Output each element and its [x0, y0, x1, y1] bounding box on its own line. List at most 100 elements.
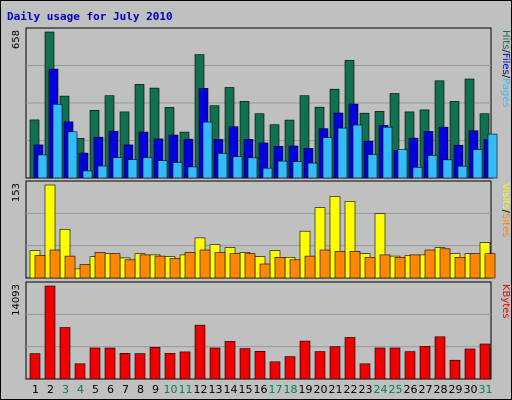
bar-pages-day-2 — [52, 104, 63, 179]
bar-kbytes-day-13 — [209, 347, 221, 380]
legend-entry: Sites — [500, 213, 511, 237]
x-tick-label-15: 15 — [239, 383, 253, 396]
bar-sites-day-29 — [454, 256, 466, 279]
bar-sites-day-7 — [124, 259, 136, 279]
bar-kbytes-day-22 — [344, 337, 356, 380]
bar-pages-day-6 — [112, 157, 123, 179]
panel-bottom: 14093 KBytes — [11, 281, 511, 380]
x-tick-label-31: 31 — [479, 383, 493, 396]
bar-kbytes-day-2 — [44, 285, 56, 380]
bar-kbytes-day-15 — [239, 348, 251, 380]
panel-bottom-legend: KBytes — [500, 284, 511, 319]
bar-sites-day-4 — [79, 264, 91, 279]
bar-sites-day-22 — [349, 251, 361, 279]
bar-sites-day-19 — [304, 255, 316, 279]
bar-pages-day-25 — [397, 149, 408, 179]
bar-sites-day-23 — [364, 256, 376, 279]
bar-sites-day-31 — [484, 253, 496, 279]
bar-pages-day-30 — [472, 149, 483, 179]
bar-pages-day-16 — [262, 167, 273, 179]
bar-pages-day-29 — [457, 165, 468, 179]
bar-kbytes-day-9 — [149, 346, 161, 380]
bar-kbytes-day-28 — [434, 336, 446, 380]
x-tick-label-1: 1 — [32, 383, 39, 396]
bar-pages-day-7 — [127, 159, 138, 179]
x-tick-label-27: 27 — [419, 383, 433, 396]
bar-kbytes-day-26 — [404, 351, 416, 380]
x-tick-label-13: 13 — [209, 383, 223, 396]
bar-kbytes-day-11 — [179, 351, 191, 380]
bar-kbytes-day-8 — [134, 353, 146, 380]
legend-entry: Files — [500, 53, 511, 75]
bar-pages-day-24 — [382, 126, 393, 179]
bar-sites-day-21 — [334, 251, 346, 279]
bar-pages-day-14 — [232, 156, 243, 179]
legend-entry: Hits — [500, 30, 511, 49]
x-tick-label-8: 8 — [137, 383, 144, 396]
x-tick-label-20: 20 — [314, 383, 328, 396]
bar-sites-day-10 — [169, 258, 181, 279]
bar-pages-day-10 — [172, 162, 183, 179]
bar-kbytes-day-31 — [479, 343, 491, 380]
bar-pages-day-28 — [442, 159, 453, 179]
panel-top-ymax-label: 658 — [11, 30, 22, 49]
bar-pages-day-19 — [307, 162, 318, 179]
bar-sites-day-18 — [289, 259, 301, 279]
bar-kbytes-day-24 — [374, 347, 386, 380]
panel-top: 658 Hits/Files/Pages — [11, 27, 511, 179]
bar-sites-day-3 — [64, 255, 76, 279]
bar-sites-day-2 — [49, 249, 61, 279]
bar-pages-day-9 — [157, 160, 168, 179]
bar-kbytes-day-5 — [89, 347, 101, 380]
bar-sites-day-24 — [379, 254, 391, 279]
bar-sites-day-12 — [199, 249, 211, 279]
bar-sites-day-8 — [139, 254, 151, 279]
bar-pages-day-31 — [487, 133, 498, 179]
bar-kbytes-day-27 — [419, 345, 431, 380]
bar-pages-day-12 — [202, 121, 213, 179]
panel-middle-legend: Visits/Sites — [500, 183, 511, 237]
bar-pages-day-26 — [412, 167, 423, 179]
bar-kbytes-day-1 — [29, 353, 41, 380]
bar-pages-day-15 — [247, 157, 258, 179]
bar-sites-day-1 — [34, 255, 46, 279]
panel-top-legend: Hits/Files/Pages — [500, 30, 511, 108]
x-tick-label-5: 5 — [92, 383, 99, 396]
bar-sites-day-26 — [409, 254, 421, 279]
bar-pages-day-22 — [352, 124, 363, 179]
bar-pages-day-8 — [142, 157, 153, 179]
bar-kbytes-day-10 — [164, 352, 176, 380]
bar-pages-day-27 — [427, 155, 438, 179]
bar-pages-day-11 — [187, 166, 198, 179]
x-tick-label-12: 12 — [194, 383, 208, 396]
bar-kbytes-day-21 — [329, 346, 341, 380]
x-tick-label-3: 3 — [62, 383, 69, 396]
legend-entry: / — [500, 210, 511, 214]
legend-entry: / — [500, 49, 511, 53]
bar-sites-day-16 — [259, 263, 271, 279]
bar-sites-day-13 — [214, 252, 226, 279]
x-tick-label-7: 7 — [122, 383, 129, 396]
x-tick-label-26: 26 — [404, 383, 418, 396]
x-tick-label-28: 28 — [434, 383, 448, 396]
legend-entry: Visits — [500, 183, 511, 210]
bar-sites-day-28 — [439, 248, 451, 279]
bar-sites-day-20 — [319, 249, 331, 279]
x-axis-labels: 1 2 3 4 5 6 7 8 9 10 11 12 13 14 15 16 17 18 19 20 21 22 23 24 2… — [32, 383, 493, 396]
x-tick-label-9: 9 — [152, 383, 159, 396]
chart-title: Daily usage for July 2010 — [7, 10, 173, 23]
legend-entry: KBytes — [500, 284, 511, 319]
bar-pages-day-18 — [292, 161, 303, 179]
bar-kbytes-day-17 — [269, 361, 281, 380]
x-tick-label-24: 24 — [374, 383, 388, 396]
x-tick-label-10: 10 — [164, 383, 178, 396]
bar-sites-day-17 — [274, 256, 286, 279]
bar-kbytes-day-7 — [119, 352, 131, 380]
bar-pages-day-13 — [217, 153, 228, 179]
bar-kbytes-day-6 — [104, 347, 116, 380]
bar-kbytes-day-30 — [464, 348, 476, 380]
bar-kbytes-day-4 — [74, 363, 86, 380]
x-tick-label-25: 25 — [389, 383, 403, 396]
